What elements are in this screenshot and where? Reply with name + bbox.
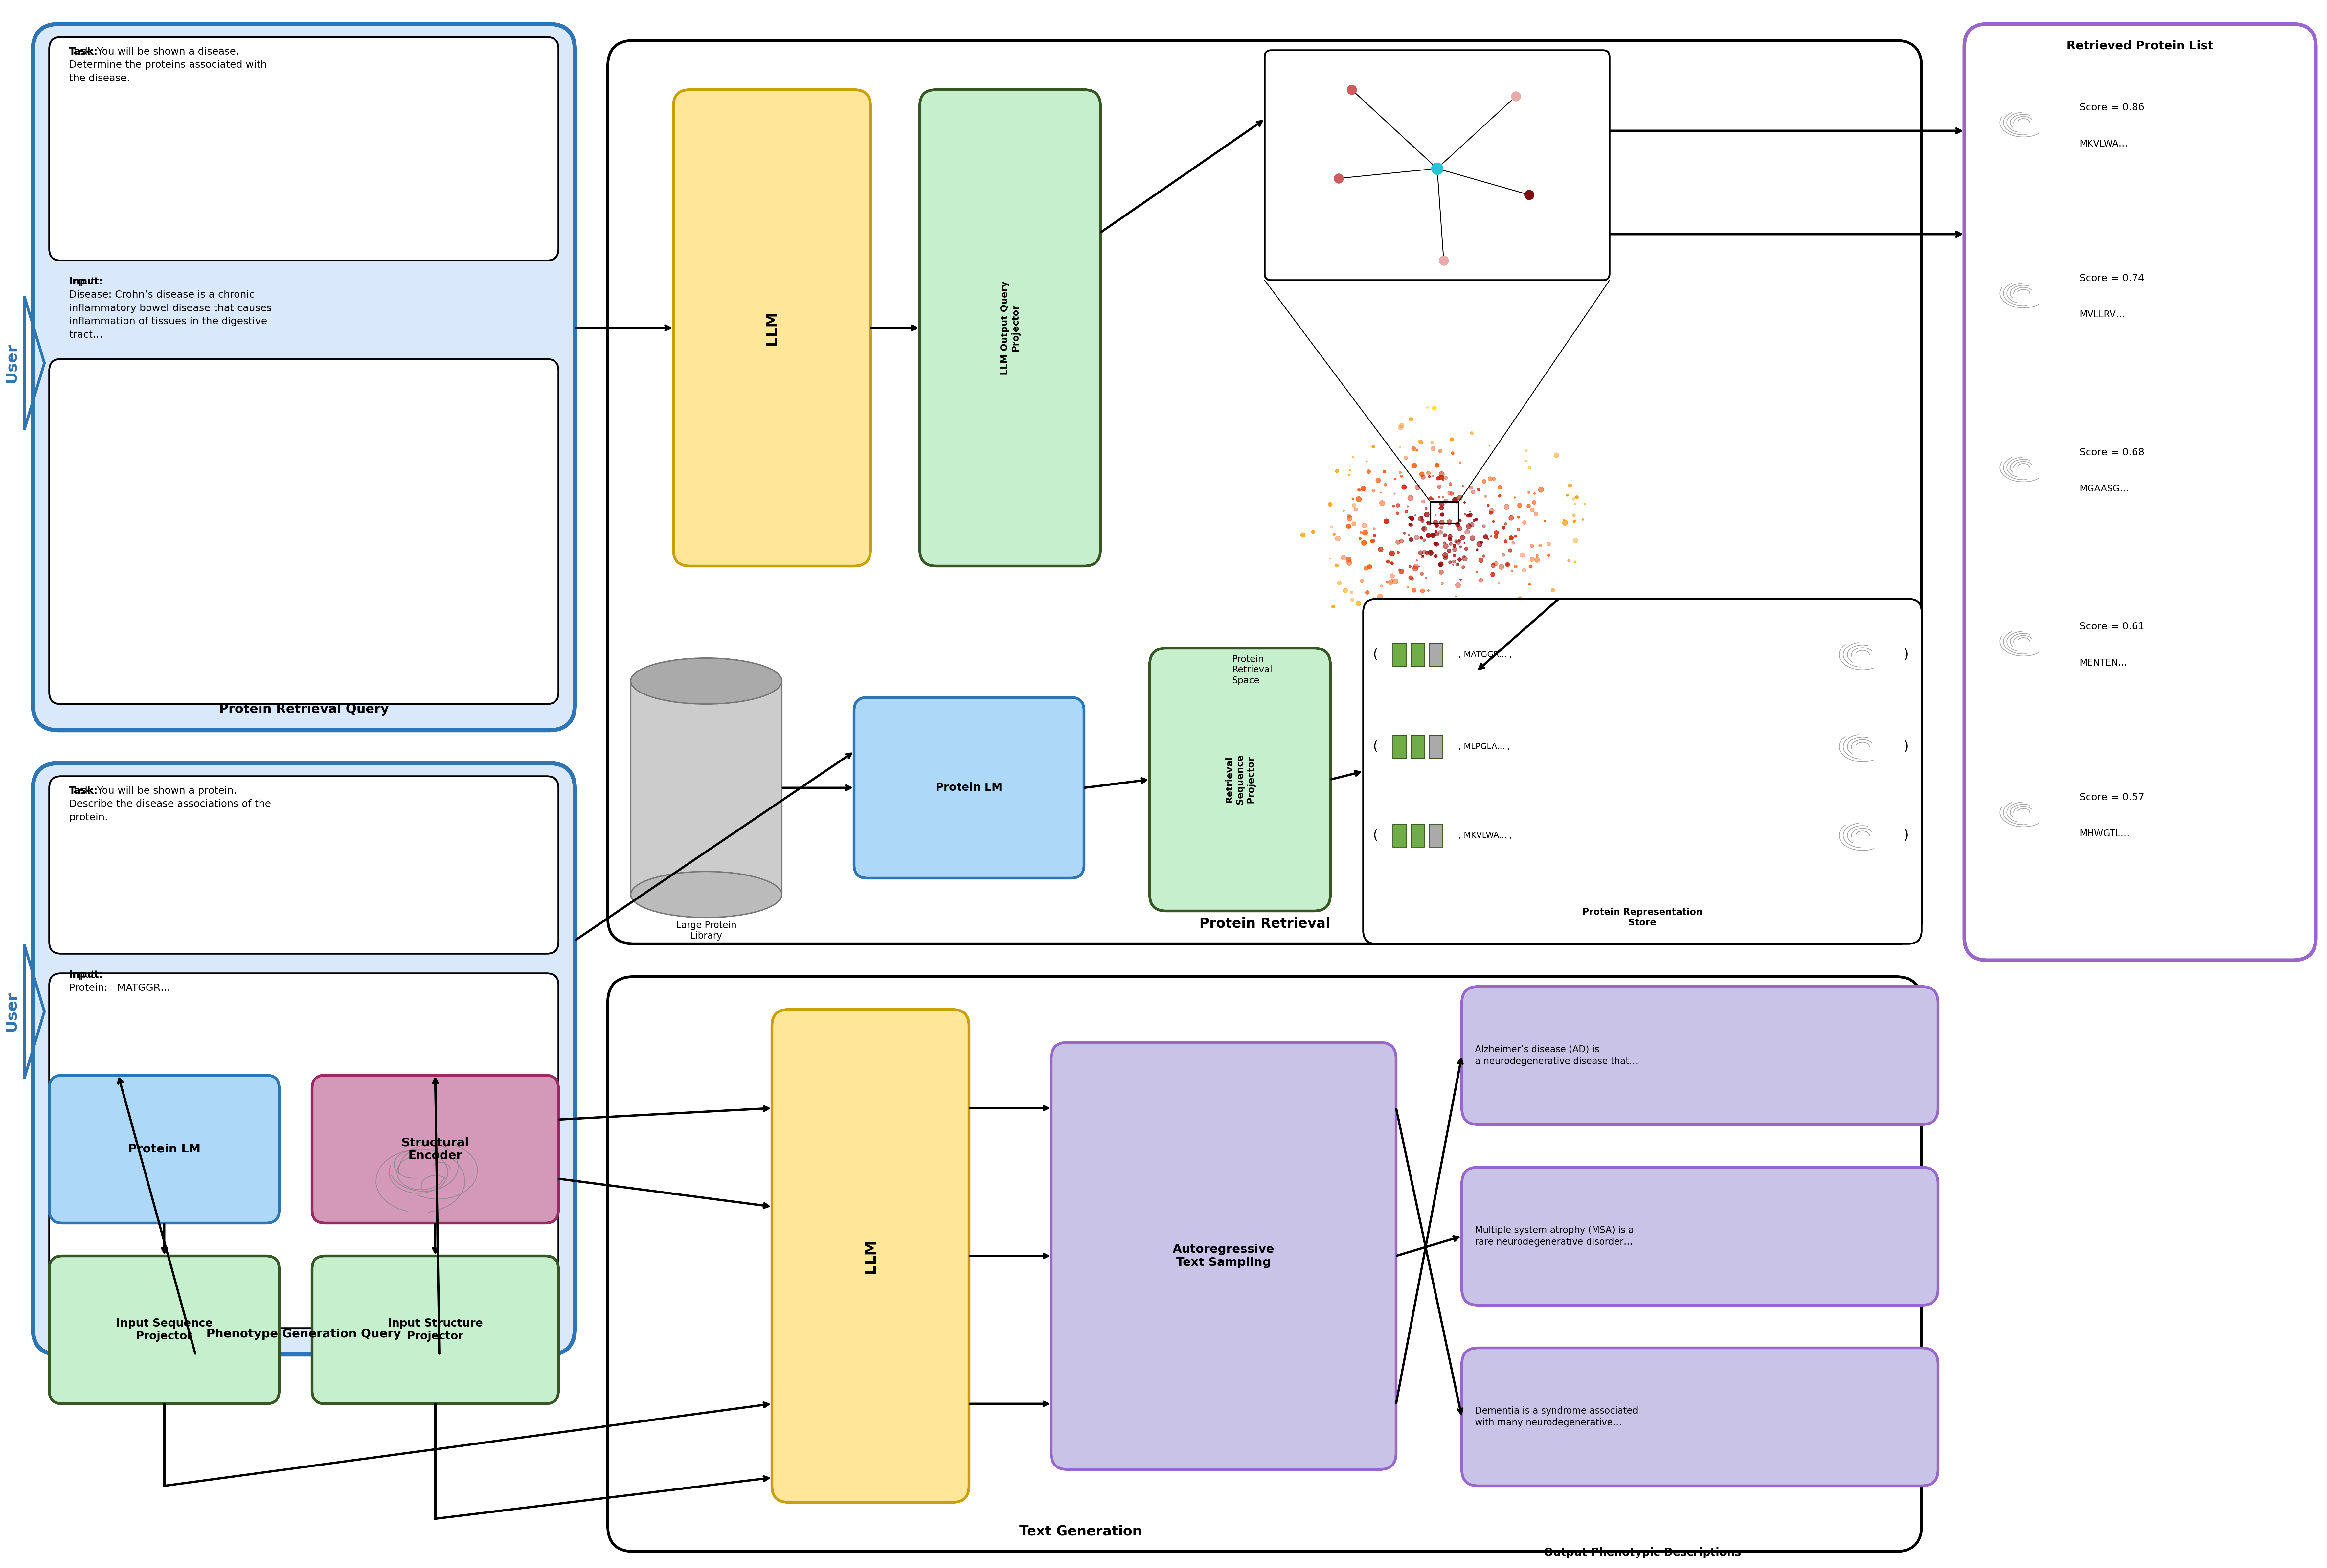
Text: Input:
Disease: Crohn’s disease is a chronic
inflammatory bowel disease that cau: Input: Disease: Crohn’s disease is a chr… <box>70 278 272 340</box>
Text: Autoregressive
Text Sampling: Autoregressive Text Sampling <box>1173 1243 1275 1269</box>
Ellipse shape <box>631 659 782 704</box>
FancyBboxPatch shape <box>49 974 558 1328</box>
Text: Input:
Protein:   MATGGR…: Input: Protein: MATGGR… <box>70 971 170 993</box>
Text: Retrieved Protein List: Retrieved Protein List <box>2066 41 2213 52</box>
FancyBboxPatch shape <box>49 1256 279 1403</box>
FancyBboxPatch shape <box>919 89 1101 566</box>
FancyBboxPatch shape <box>49 1076 279 1223</box>
Text: LLM: LLM <box>863 1239 877 1273</box>
Text: MENTEN…: MENTEN… <box>2078 659 2127 668</box>
Text: LLM: LLM <box>766 310 780 345</box>
Text: MVLLRV…: MVLLRV… <box>2078 310 2125 320</box>
Text: MHWGTL…: MHWGTL… <box>2078 829 2129 839</box>
FancyBboxPatch shape <box>631 681 782 895</box>
Text: , MKVLWA... ,: , MKVLWA... , <box>1459 831 1513 839</box>
Text: Score = 0.57: Score = 0.57 <box>2078 793 2143 803</box>
FancyBboxPatch shape <box>49 359 558 704</box>
FancyBboxPatch shape <box>1364 599 1922 944</box>
Text: Protein Representation
Store: Protein Representation Store <box>1582 908 1703 927</box>
FancyBboxPatch shape <box>312 1256 558 1403</box>
Text: , MLPGLA... ,: , MLPGLA... , <box>1459 743 1510 751</box>
Text: (: ( <box>1373 740 1378 753</box>
Text: LLM Output Query
Projector: LLM Output Query Projector <box>1001 281 1019 375</box>
Text: Score = 0.74: Score = 0.74 <box>2078 274 2143 284</box>
FancyBboxPatch shape <box>1461 1167 1938 1305</box>
FancyBboxPatch shape <box>312 1076 558 1223</box>
Text: Dementia is a syndrome associated
with many neurodegenerative…: Dementia is a syndrome associated with m… <box>1475 1406 1638 1427</box>
Text: MKVLWA…: MKVLWA… <box>2078 140 2127 149</box>
FancyBboxPatch shape <box>607 977 1922 1552</box>
FancyBboxPatch shape <box>1461 986 1938 1124</box>
Text: Protein LM: Protein LM <box>128 1143 200 1154</box>
Ellipse shape <box>631 872 782 917</box>
Text: User: User <box>5 991 19 1032</box>
Bar <box>1431 502 1459 524</box>
Text: Input Sequence
Projector: Input Sequence Projector <box>116 1319 212 1342</box>
FancyBboxPatch shape <box>1461 1348 1938 1486</box>
Bar <box>1392 643 1406 666</box>
FancyBboxPatch shape <box>607 41 1922 944</box>
Text: Task: You will be shown a protein.
Describe the disease associations of the
prot: Task: You will be shown a protein. Descr… <box>70 786 270 822</box>
FancyBboxPatch shape <box>1264 50 1610 281</box>
FancyBboxPatch shape <box>854 698 1084 878</box>
Text: ): ) <box>1903 829 1908 842</box>
Text: (: ( <box>1373 829 1378 842</box>
Text: User: User <box>5 343 19 383</box>
Text: Phenotype Generation Query: Phenotype Generation Query <box>207 1328 400 1339</box>
Text: ): ) <box>1903 649 1908 662</box>
Bar <box>1429 735 1443 759</box>
FancyBboxPatch shape <box>33 764 575 1355</box>
Bar <box>1410 823 1424 847</box>
Text: MGAASG…: MGAASG… <box>2078 485 2129 494</box>
Text: Output Phenotypic Descriptions: Output Phenotypic Descriptions <box>1543 1548 1741 1559</box>
Text: Large Protein
Library: Large Protein Library <box>675 920 735 941</box>
Text: (: ( <box>1373 649 1378 662</box>
Bar <box>1429 823 1443 847</box>
Text: Protein LM: Protein LM <box>935 782 1003 793</box>
FancyBboxPatch shape <box>49 776 558 953</box>
Text: Protein
Retrieval
Space: Protein Retrieval Space <box>1231 655 1273 685</box>
Text: Input:: Input: <box>70 971 102 980</box>
Text: Score = 0.68: Score = 0.68 <box>2078 448 2143 458</box>
FancyBboxPatch shape <box>1964 24 2315 960</box>
Text: Text Generation: Text Generation <box>1019 1524 1143 1538</box>
Bar <box>1429 643 1443 666</box>
Bar <box>1410 735 1424 759</box>
Text: Multiple system atrophy (MSA) is a
rare neurodegenerative disorder…: Multiple system atrophy (MSA) is a rare … <box>1475 1226 1634 1247</box>
FancyBboxPatch shape <box>33 24 575 731</box>
FancyBboxPatch shape <box>673 89 870 566</box>
FancyBboxPatch shape <box>49 38 558 260</box>
Text: Input:: Input: <box>70 278 102 287</box>
Text: , MATGGR... ,: , MATGGR... , <box>1459 651 1513 659</box>
Text: Structural
Encoder: Structural Encoder <box>400 1137 470 1162</box>
Text: ): ) <box>1903 740 1908 753</box>
Text: Protein Retrieval: Protein Retrieval <box>1198 917 1331 931</box>
FancyBboxPatch shape <box>773 1010 968 1502</box>
Bar <box>1410 643 1424 666</box>
Text: Input Structure
Projector: Input Structure Projector <box>389 1319 482 1342</box>
Text: Task:: Task: <box>70 786 98 795</box>
Text: Protein Retrieval Query: Protein Retrieval Query <box>219 702 389 715</box>
Text: Retrieval
Sequence
Projector: Retrieval Sequence Projector <box>1224 754 1254 804</box>
Text: Alzheimer’s disease (AD) is
a neurodegenerative disease that…: Alzheimer’s disease (AD) is a neurodegen… <box>1475 1044 1638 1066</box>
Text: Score = 0.61: Score = 0.61 <box>2078 622 2143 632</box>
FancyBboxPatch shape <box>1052 1043 1396 1469</box>
Text: Task: You will be shown a disease.
Determine the proteins associated with
the di: Task: You will be shown a disease. Deter… <box>70 47 268 83</box>
Text: Task:: Task: <box>70 47 98 56</box>
Bar <box>1392 823 1406 847</box>
Bar <box>1392 735 1406 759</box>
FancyBboxPatch shape <box>1150 648 1331 911</box>
Text: Score = 0.86: Score = 0.86 <box>2078 103 2143 113</box>
